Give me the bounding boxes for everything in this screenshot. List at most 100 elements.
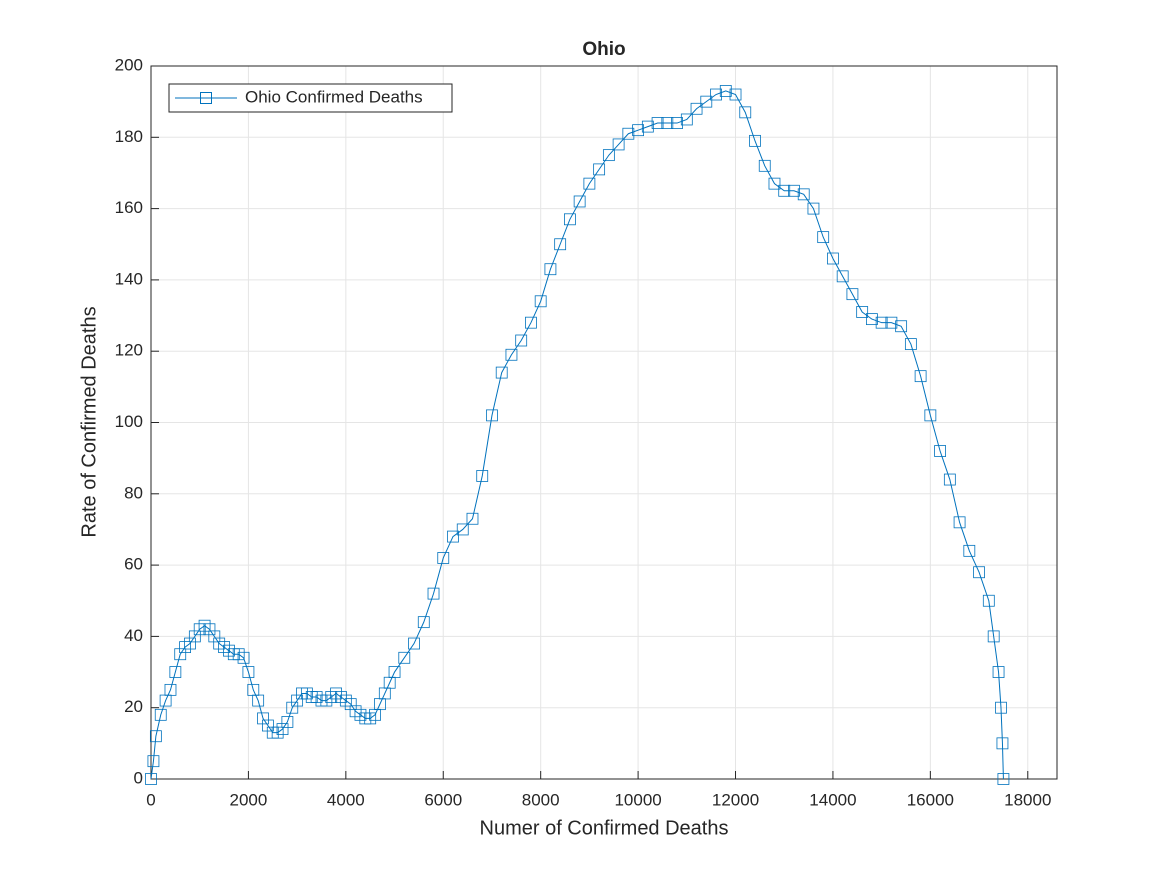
data-marker xyxy=(710,88,722,101)
data-marker xyxy=(147,755,160,768)
data-marker xyxy=(257,712,269,725)
data-marker xyxy=(218,641,230,653)
x-tick-label: 4000 xyxy=(327,790,365,809)
data-marker xyxy=(466,512,479,525)
data-marker xyxy=(237,651,250,664)
data-marker xyxy=(310,691,323,703)
data-marker xyxy=(179,641,191,653)
data-marker xyxy=(982,594,995,607)
data-marker xyxy=(924,409,937,422)
x-tick-label: 2000 xyxy=(230,790,268,809)
data-marker xyxy=(534,295,547,308)
data-marker xyxy=(651,117,664,129)
x-tick-label: 16000 xyxy=(907,790,954,809)
data-marker xyxy=(344,698,357,711)
data-marker xyxy=(281,716,294,728)
data-marker xyxy=(242,666,255,678)
data-marker xyxy=(573,195,586,208)
data-marker xyxy=(330,687,342,700)
data-marker xyxy=(739,106,752,119)
data-marker xyxy=(768,177,781,190)
data-marker xyxy=(995,701,1007,714)
data-marker xyxy=(719,85,732,97)
data-marker xyxy=(953,516,966,529)
x-tick-label: 10000 xyxy=(614,790,661,809)
data-marker xyxy=(408,637,420,650)
data-marker xyxy=(875,316,888,329)
x-tick-label: 8000 xyxy=(522,790,560,809)
data-marker xyxy=(325,691,338,703)
data-marker xyxy=(320,694,333,707)
y-tick-label: 200 xyxy=(115,55,143,74)
data-marker xyxy=(495,366,508,379)
y-tick-label: 0 xyxy=(134,768,143,787)
legend-marker xyxy=(200,92,212,104)
data-marker xyxy=(846,288,859,301)
data-marker xyxy=(213,637,226,650)
data-marker xyxy=(602,149,615,162)
data-marker xyxy=(149,730,162,743)
y-tick-label: 140 xyxy=(115,269,143,288)
data-marker xyxy=(622,127,635,140)
data-marker xyxy=(145,773,157,785)
chart-title: Ohio xyxy=(582,39,625,60)
data-marker xyxy=(987,630,1000,643)
y-tick-label: 80 xyxy=(124,483,143,502)
data-marker xyxy=(188,630,201,643)
y-tick-label: 100 xyxy=(115,412,143,431)
y-tick-label: 40 xyxy=(124,626,143,645)
plot-frame xyxy=(150,65,1058,780)
data-marker xyxy=(364,712,377,725)
data-marker xyxy=(335,691,347,703)
data-marker xyxy=(164,683,177,696)
data-marker xyxy=(286,701,299,714)
data-marker xyxy=(690,102,703,115)
data-marker xyxy=(476,470,489,482)
legend-label: Ohio Confirmed Deaths xyxy=(245,87,423,106)
data-marker xyxy=(271,726,284,739)
data-marker xyxy=(208,630,221,643)
data-marker xyxy=(300,687,313,700)
x-tick-label: 12000 xyxy=(712,790,759,809)
y-tick-label: 180 xyxy=(115,127,143,146)
data-marker xyxy=(193,623,206,636)
data-marker xyxy=(583,177,596,190)
data-marker xyxy=(593,163,606,176)
data-marker xyxy=(866,313,878,326)
data-marker xyxy=(641,120,654,133)
data-marker xyxy=(262,719,274,732)
data-marker xyxy=(417,616,430,629)
data-marker xyxy=(797,188,810,201)
data-marker xyxy=(778,184,791,197)
y-tick-label: 20 xyxy=(124,697,143,716)
data-marker xyxy=(934,445,946,457)
y-tick-label: 160 xyxy=(115,198,143,217)
data-marker xyxy=(788,184,800,197)
data-marker xyxy=(992,666,1005,678)
data-marker xyxy=(943,473,956,486)
data-marker xyxy=(661,117,674,129)
data-marker xyxy=(564,213,576,226)
data-marker xyxy=(904,338,917,350)
data-marker xyxy=(349,705,362,718)
data-marker xyxy=(388,666,401,678)
data-marker xyxy=(427,587,440,600)
data-marker xyxy=(198,619,211,632)
x-tick-label: 14000 xyxy=(809,790,856,809)
data-marker xyxy=(544,263,557,276)
x-tick-label: 18000 xyxy=(1004,790,1051,809)
data-marker xyxy=(885,316,898,329)
data-marker xyxy=(758,159,771,172)
y-axis-label: Rate of Confirmed Deaths xyxy=(78,306,100,537)
data-marker xyxy=(827,252,839,265)
data-marker xyxy=(447,530,459,543)
data-marker xyxy=(232,648,245,661)
data-marker xyxy=(914,370,927,383)
data-marker xyxy=(671,117,683,129)
data-marker xyxy=(807,202,820,215)
data-marker xyxy=(486,409,498,422)
data-marker xyxy=(963,544,976,557)
data-marker xyxy=(817,231,830,244)
x-tick-label: 0 xyxy=(146,790,155,809)
